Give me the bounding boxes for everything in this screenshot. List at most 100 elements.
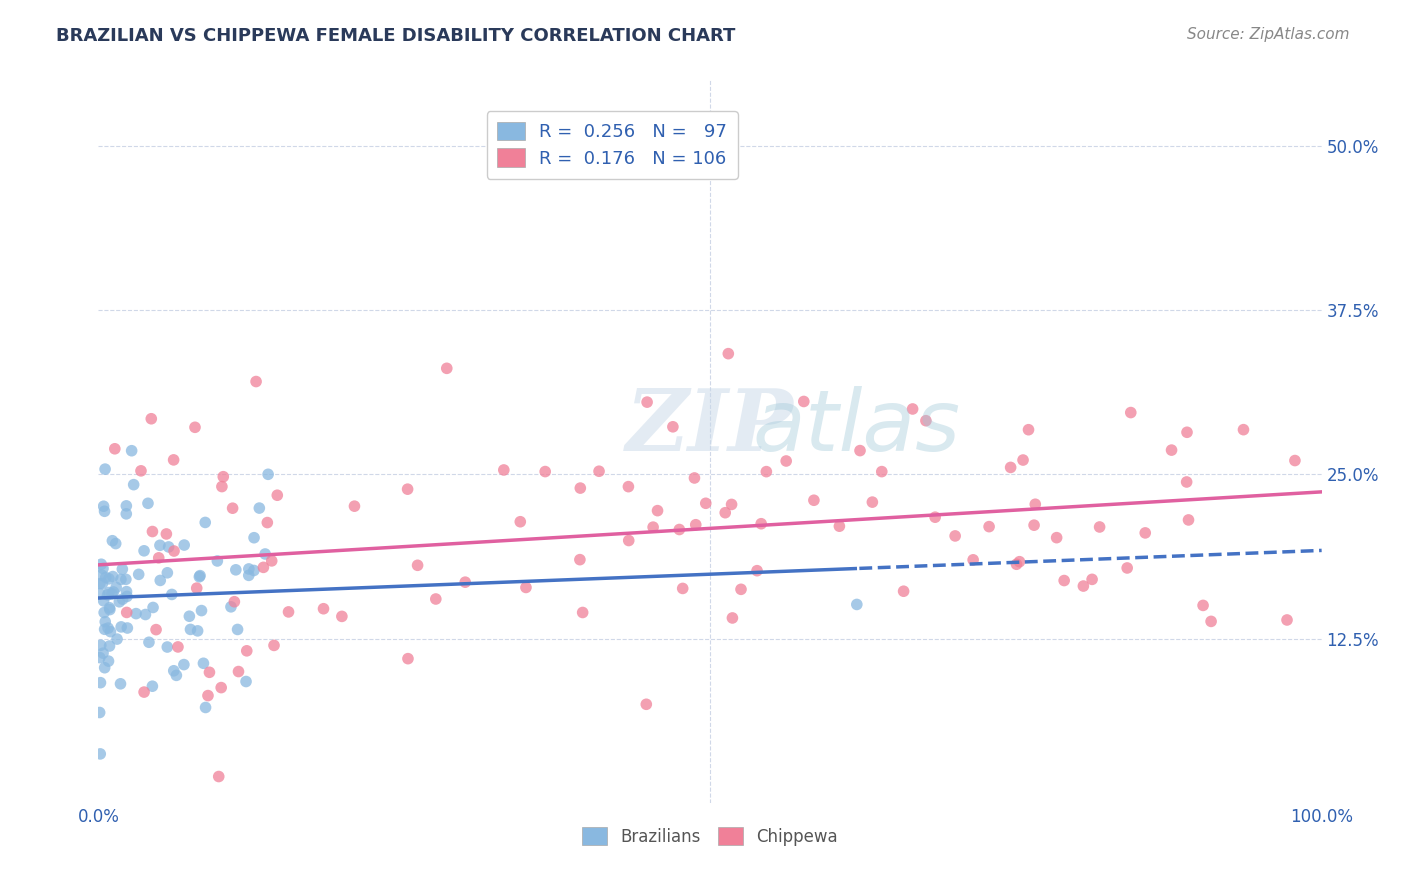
Point [775,454,797,468]
Point [198,665,221,680]
Point [91,576,114,591]
Point [571,606,593,620]
Point [617,480,640,494]
Point [1284,453,1306,467]
Point [129,464,152,478]
Point [115,507,138,521]
Point [167,640,190,654]
Point [1177,513,1199,527]
Point [98,600,121,615]
Point [668,523,690,537]
Point [163,544,186,558]
Point [588,464,610,478]
Point [115,499,138,513]
Point [141,679,163,693]
Point [849,443,872,458]
Point [111,562,134,576]
Point [396,482,419,496]
Point [1005,558,1028,572]
Text: atlas: atlas [752,385,960,468]
Point [1275,613,1298,627]
Point [188,570,211,584]
Point [93,661,115,675]
Point [105,580,128,594]
Point [647,503,669,517]
Point [145,623,167,637]
Point [755,465,778,479]
Point [101,587,124,601]
Point [97,588,120,602]
Point [1175,425,1198,440]
Point [194,516,217,530]
Point [89,747,111,761]
Point [717,346,740,360]
Legend: Brazilians, Chippewa: Brazilians, Chippewa [575,821,845,852]
Point [93,622,115,636]
Point [749,516,772,531]
Point [568,552,591,566]
Point [121,443,143,458]
Point [436,361,458,376]
Point [115,606,138,620]
Point [108,595,131,609]
Point [193,657,215,671]
Point [1116,561,1139,575]
Point [98,639,121,653]
Point [228,665,250,679]
Point [97,621,120,635]
Point [396,651,419,665]
Point [101,533,124,548]
Point [714,506,737,520]
Point [924,510,946,524]
Point [125,607,148,621]
Point [149,538,172,552]
Point [141,524,163,539]
Point [1088,520,1111,534]
Point [110,620,132,634]
Point [128,567,150,582]
Point [188,568,211,582]
Point [943,529,966,543]
Point [100,624,122,639]
Point [730,582,752,597]
Point [115,590,138,604]
Point [1232,423,1254,437]
Text: BRAZILIAN VS CHIPPEWA FEMALE DISABILITY CORRELATION CHART: BRAZILIAN VS CHIPPEWA FEMALE DISABILITY … [56,27,735,45]
Point [89,706,111,720]
Point [197,689,219,703]
Point [208,770,231,784]
Point [141,411,163,425]
Point [207,554,229,568]
Point [132,543,155,558]
Point [93,500,115,514]
Point [860,495,883,509]
Point [89,675,111,690]
Point [211,479,233,493]
Point [94,462,117,476]
Point [156,566,179,580]
Point [534,465,557,479]
Point [98,585,121,599]
Point [209,681,232,695]
Point [617,533,640,548]
Point [155,527,177,541]
Point [238,562,260,576]
Point [256,516,278,530]
Point [90,568,112,582]
Point [492,463,515,477]
Point [1175,475,1198,489]
Point [173,538,195,552]
Point [343,499,366,513]
Point [156,640,179,654]
Point [190,604,212,618]
Point [90,638,112,652]
Point [425,592,447,607]
Point [142,600,165,615]
Point [236,644,259,658]
Point [1000,460,1022,475]
Point [683,471,706,485]
Point [1073,579,1095,593]
Point [157,540,180,554]
Point [184,420,207,434]
Point [266,488,288,502]
